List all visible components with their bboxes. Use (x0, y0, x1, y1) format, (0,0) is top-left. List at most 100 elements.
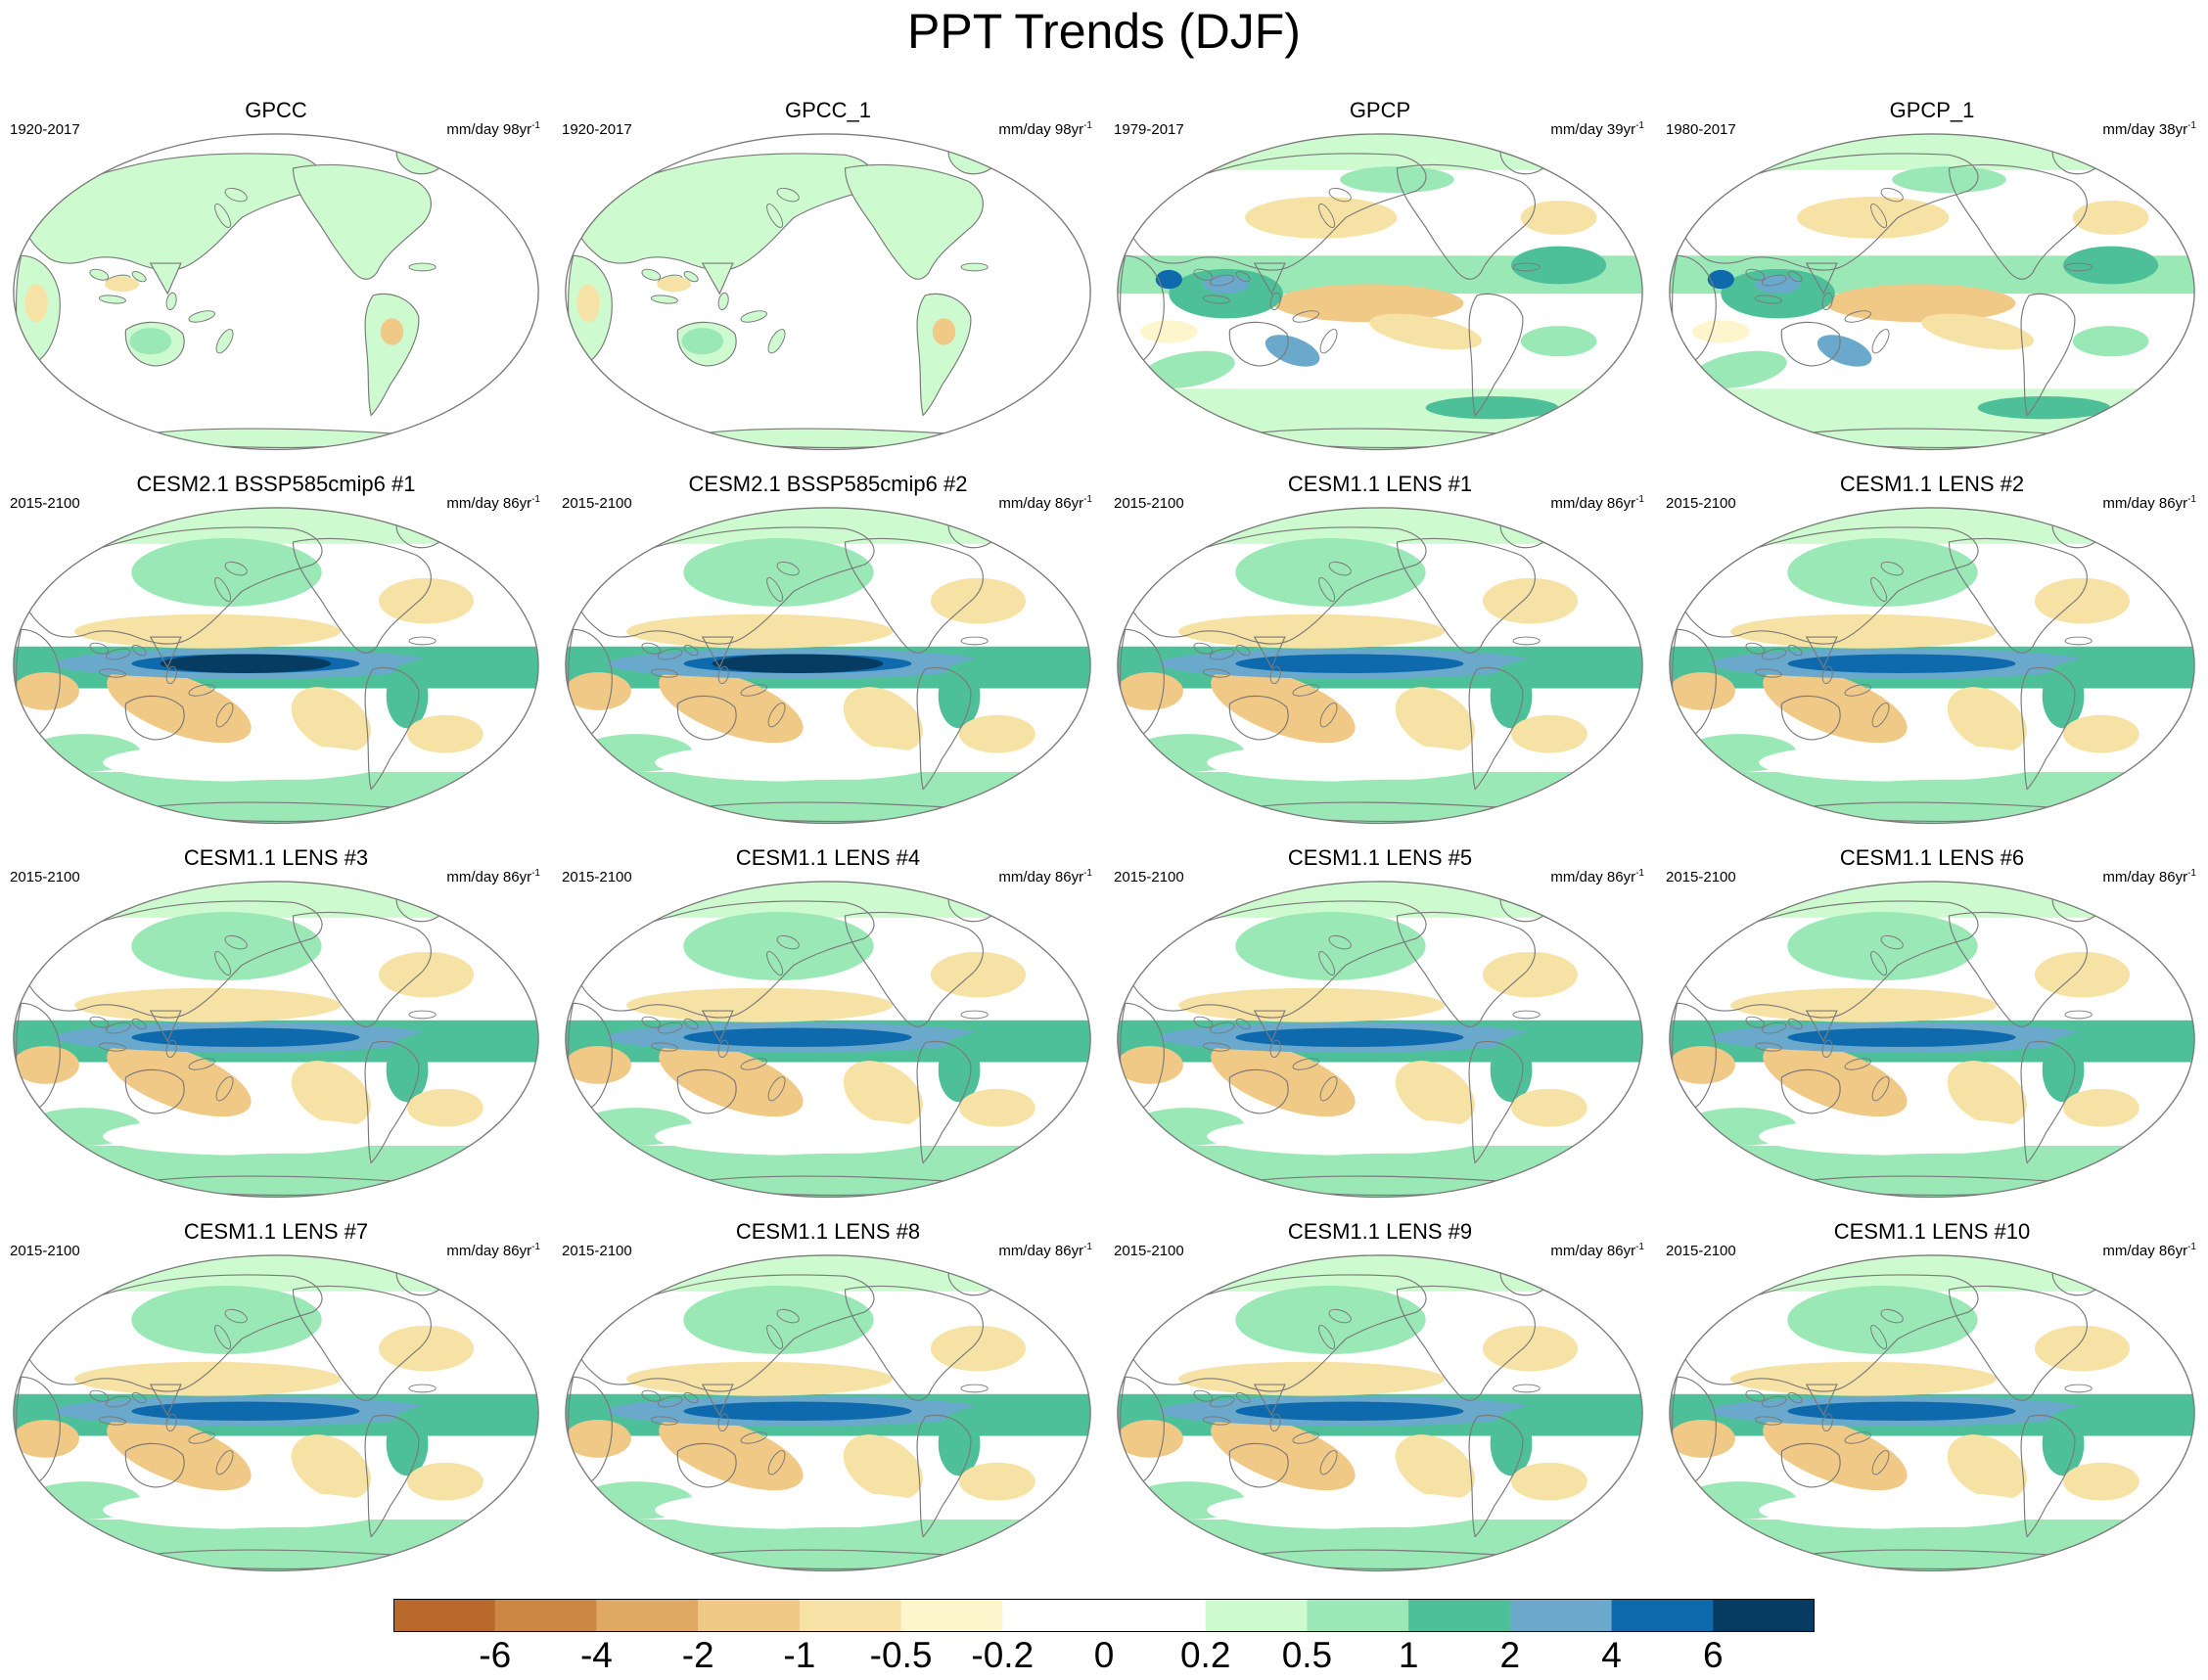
island (1202, 1042, 1230, 1052)
island (1880, 561, 1904, 576)
robinson-map (1669, 507, 2195, 825)
island (740, 1431, 767, 1444)
continent-eurasia (575, 900, 875, 1019)
continent-north-america (292, 163, 432, 280)
wet-itcz-core (1235, 1401, 1464, 1421)
island (1745, 268, 1766, 281)
dry-westindian (565, 672, 631, 710)
island (165, 1039, 177, 1059)
wet-itcz-core (1787, 1027, 2016, 1047)
map-panel: CESM1.1 LENS #8 2015-2100 mm/day 86yr-1 (552, 1214, 1104, 1588)
wet-subpolar (1282, 1526, 1512, 1551)
panel-period: 2015-2100 (1114, 869, 1184, 885)
wet-australia (129, 328, 172, 355)
island (1202, 1416, 1230, 1426)
colorbar-tick-label: 0.5 (1281, 1635, 1333, 1675)
map-border (1117, 881, 1643, 1199)
island (1787, 1019, 1803, 1030)
island (776, 934, 800, 950)
colorbar-tick-label: 6 (1702, 1635, 1724, 1675)
dry-southeastpacific (843, 1061, 923, 1126)
dry-southeastpacific (843, 687, 923, 752)
wet-southamerica (938, 1411, 981, 1476)
arctic-band (13, 881, 539, 918)
continent-eurasia (575, 526, 875, 645)
robinson-map (1117, 1254, 1643, 1572)
island (1269, 1039, 1281, 1059)
island (1209, 648, 1235, 660)
panel-units: mm/day 86yr-1 (1550, 868, 1644, 885)
robinson-map (1669, 133, 2195, 451)
dry-northsubtropics (626, 613, 894, 649)
white-southern-gap (655, 1490, 941, 1529)
white-southern-gap (1207, 1490, 1493, 1529)
island (1870, 1324, 1888, 1349)
dry-northatlantic (930, 1325, 1027, 1372)
panel-title: GPCC_1 (784, 98, 872, 122)
colorbar-swatch (1205, 1599, 1308, 1632)
map-panel: CESM1.1 LENS #6 2015-2100 mm/day 86yr-1 (1656, 840, 2208, 1214)
island (1328, 187, 1352, 203)
island (657, 1395, 683, 1408)
panel-period: 1979-2017 (1114, 121, 1184, 138)
island (105, 1395, 131, 1408)
wet-southatlantic (1520, 326, 1597, 357)
robinson-map (1669, 881, 2195, 1199)
island (717, 1413, 729, 1432)
island (1269, 292, 1281, 311)
map-panel: CESM1.1 LENS #5 2015-2100 mm/day 86yr-1 (1104, 840, 1656, 1214)
continent-eurasia (23, 1274, 323, 1392)
continent-eurasia (23, 900, 323, 1019)
panel-period: 2015-2100 (562, 495, 632, 512)
wet-northpacific-ring (1235, 1286, 1426, 1354)
map-panel: CESM1.1 LENS #4 2015-2100 mm/day 86yr-1 (552, 840, 1104, 1214)
wet-northpacific-ring (1787, 538, 1978, 607)
island (683, 645, 699, 657)
wet-itcz-core (1787, 1401, 2016, 1421)
continent-south-america (1468, 1040, 1524, 1164)
island (1821, 665, 1833, 685)
dry-southatlantic (407, 714, 483, 753)
dry-southatlantic (959, 1462, 1035, 1501)
island (1292, 1431, 1319, 1444)
wet-southamerica (1490, 1037, 1533, 1103)
continent-india (1805, 262, 1838, 295)
wet-subpolar (730, 1526, 960, 1551)
dry-southatlantic (959, 1088, 1035, 1127)
island (408, 1384, 437, 1393)
southern-band (1117, 388, 1643, 450)
wet-warmpool (1169, 268, 1283, 319)
island (1787, 645, 1803, 657)
island (1512, 262, 1541, 272)
island (1761, 274, 1787, 287)
island (214, 576, 232, 602)
dry-southatlantic (2063, 1088, 2139, 1127)
colorbar-tick-label: -4 (579, 1635, 613, 1675)
island (960, 1384, 989, 1393)
arctic-band (1669, 1254, 2195, 1292)
wet-northpacific-ring (131, 1286, 322, 1354)
map-panel: CESM2.1 BSSP585cmip6 #1 2015-2100 mm/day 8… (0, 467, 552, 840)
island (960, 636, 989, 646)
wet-subpolar (1425, 396, 1559, 420)
dry-southeastpacific (1947, 1434, 2027, 1500)
panel-title: CESM1.1 LENS #10 (1833, 1219, 2031, 1244)
island (98, 1042, 126, 1052)
wet-subpolar (178, 779, 408, 803)
white-southern-gap (655, 1116, 941, 1156)
island (1870, 576, 1888, 602)
white-southern-gap (1207, 743, 1493, 782)
dry-northatlantic (2034, 951, 2131, 998)
continent-south-america (364, 293, 420, 417)
island (641, 268, 662, 281)
island (1209, 1395, 1235, 1408)
dry-westindian (1117, 672, 1183, 710)
island (2064, 1010, 2093, 1020)
arctic-band (565, 1254, 1091, 1292)
island (215, 703, 234, 728)
island (683, 271, 699, 283)
continent-south-america (364, 1414, 420, 1538)
island (767, 1450, 786, 1476)
island (98, 295, 126, 304)
arctic-band (565, 507, 1091, 544)
